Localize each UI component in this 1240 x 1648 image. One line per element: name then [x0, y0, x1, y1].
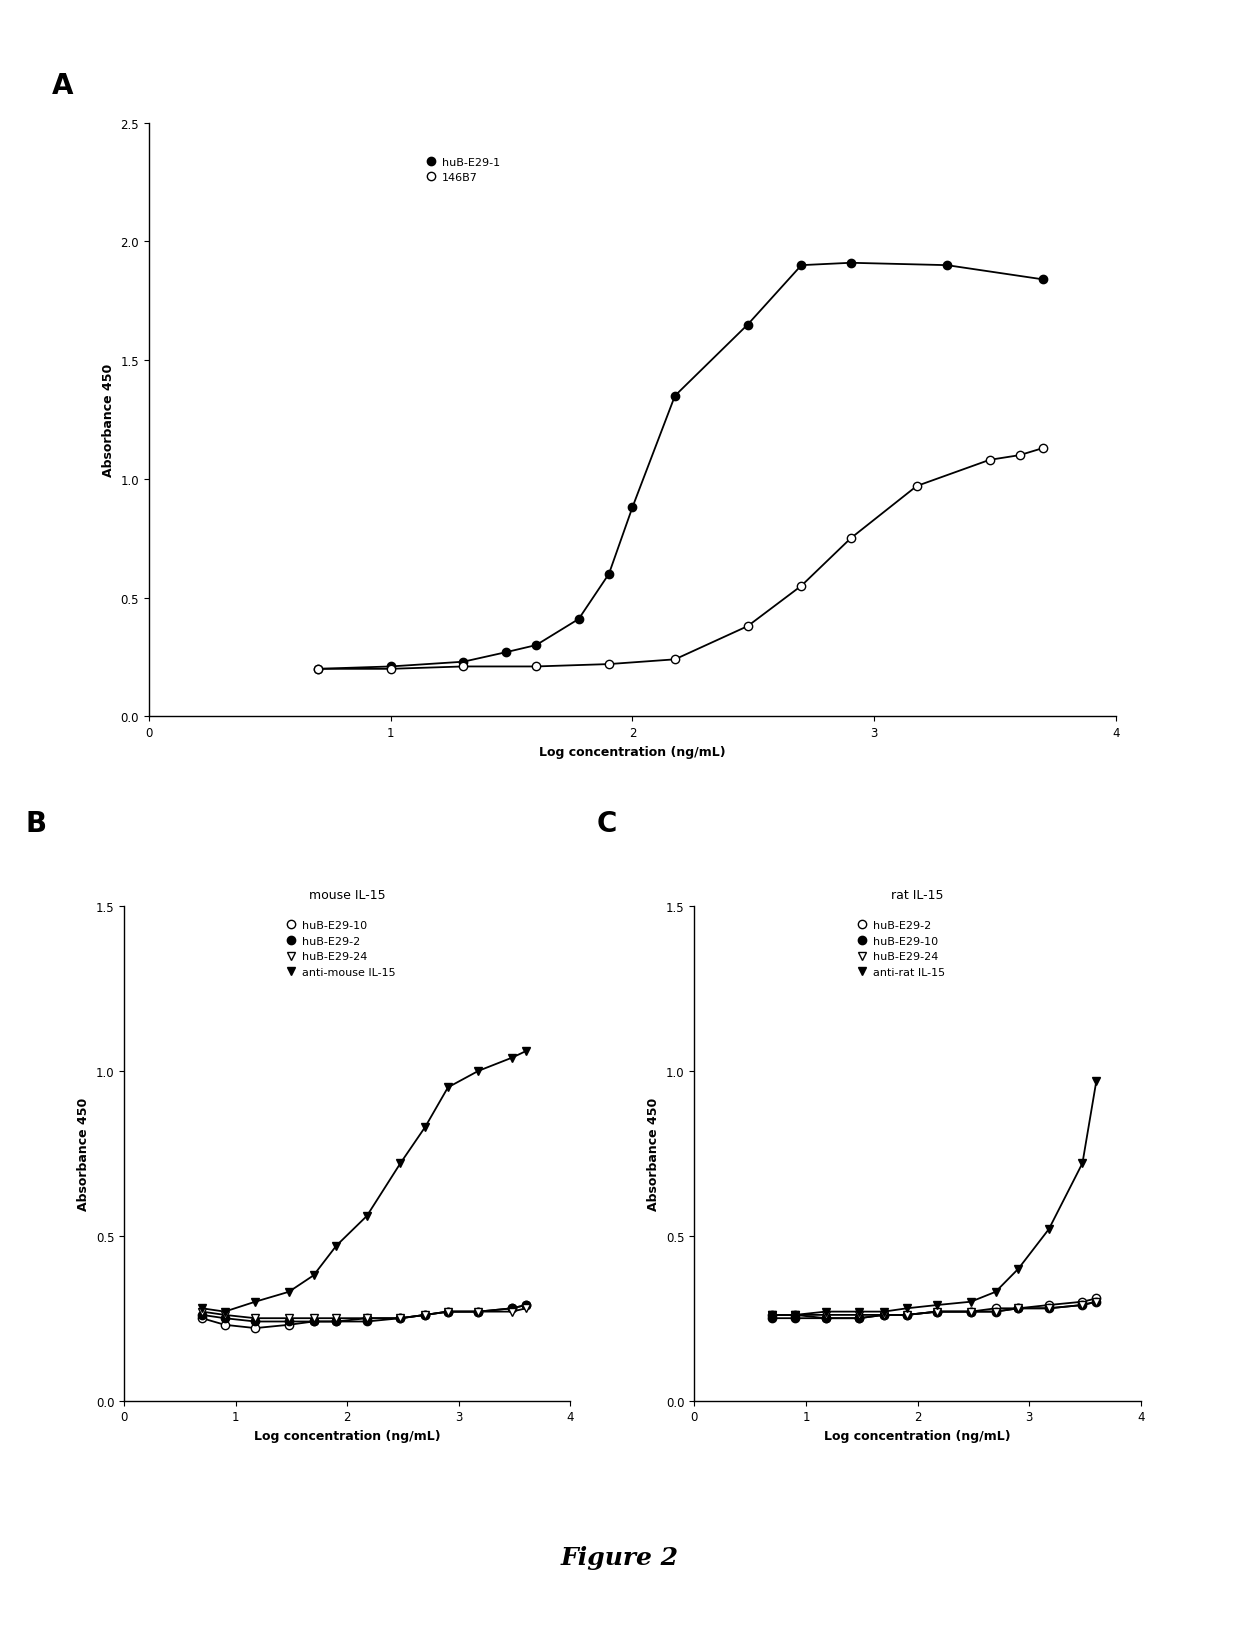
Legend: huB-E29-10, huB-E29-2, huB-E29-24, anti-mouse IL-15: huB-E29-10, huB-E29-2, huB-E29-24, anti-… [280, 916, 401, 982]
Y-axis label: Absorbance 450: Absorbance 450 [102, 364, 115, 476]
X-axis label: Log concentration (ng/mL): Log concentration (ng/mL) [539, 745, 725, 758]
Legend: huB-E29-1, 146B7: huB-E29-1, 146B7 [419, 153, 505, 188]
Text: Figure 2: Figure 2 [560, 1546, 680, 1569]
Y-axis label: Absorbance 450: Absorbance 450 [647, 1098, 661, 1210]
Text: C: C [596, 809, 616, 837]
X-axis label: Log concentration (ng/mL): Log concentration (ng/mL) [254, 1429, 440, 1442]
Legend: huB-E29-2, huB-E29-10, huB-E29-24, anti-rat IL-15: huB-E29-2, huB-E29-10, huB-E29-24, anti-… [851, 916, 950, 982]
Title: rat IL-15: rat IL-15 [892, 888, 944, 901]
Y-axis label: Absorbance 450: Absorbance 450 [77, 1098, 91, 1210]
X-axis label: Log concentration (ng/mL): Log concentration (ng/mL) [825, 1429, 1011, 1442]
Text: A: A [52, 73, 73, 101]
Text: B: B [26, 809, 47, 837]
Title: mouse IL-15: mouse IL-15 [309, 888, 386, 901]
